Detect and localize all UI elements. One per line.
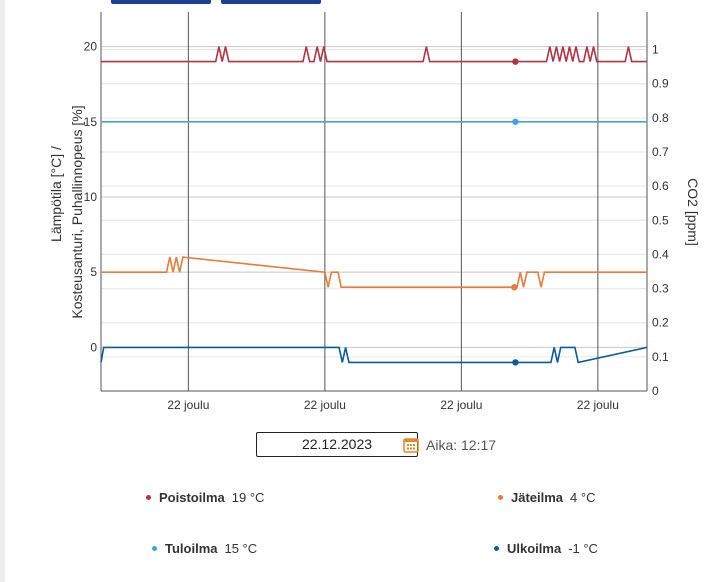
legend-name: Jäteilma xyxy=(511,490,564,505)
legend-name: Tuloilma xyxy=(165,541,218,556)
series-point-tuloilma xyxy=(512,118,519,125)
y2-tick-label: 0.6 xyxy=(652,179,669,193)
y-axis-title-line-1: Lämpötila [°C] / xyxy=(48,146,64,242)
series-line-jateilma xyxy=(101,256,647,289)
y-tick-label: 5 xyxy=(90,265,97,279)
legend-value: 19 °C xyxy=(231,490,265,505)
y2-tick-label: 0.7 xyxy=(652,145,669,159)
chart-series xyxy=(100,46,648,366)
y2-tick-label: 0 xyxy=(652,384,659,398)
series-point-poistoilma xyxy=(512,58,519,65)
series-point-jateilma xyxy=(511,284,518,291)
y2-tick-label: 0.5 xyxy=(652,213,669,227)
x-tick-label: 22 joulu xyxy=(304,398,346,412)
x-tick-label: 22 joulu xyxy=(167,398,209,412)
calendar-icon[interactable] xyxy=(403,437,419,453)
top-tab-button-left[interactable] xyxy=(111,0,211,4)
series-point-ulkoilma xyxy=(512,359,519,366)
y2-tick-label: 0.9 xyxy=(652,77,669,91)
y2-tick-label: 0.2 xyxy=(652,316,669,330)
y2-tick-label: 0.8 xyxy=(652,111,669,125)
top-tab-button-right[interactable] xyxy=(221,0,321,4)
legend-name: Poistoilma xyxy=(159,490,225,505)
y-tick-label: 15 xyxy=(84,115,98,129)
time-label: Aika: 12:17 xyxy=(426,437,497,453)
legend-dot-tuloilma xyxy=(152,546,157,552)
x-tick-label: 22 joulu xyxy=(440,398,482,412)
legend-dot-jateilma xyxy=(498,495,503,501)
legend-value: -1 °C xyxy=(568,541,598,556)
y-tick-label: 10 xyxy=(84,190,98,204)
legend-dot-ulkoilma xyxy=(494,546,499,552)
series-line-ulkoilma xyxy=(100,346,648,364)
y-tick-label: 0 xyxy=(90,340,97,354)
legend-item-poistoilma[interactable]: Poistoilma 19 °C xyxy=(146,490,264,505)
y-tick-label: 20 xyxy=(84,40,98,54)
y2-tick-label: 0.4 xyxy=(652,247,669,261)
line-chart: 0 5 10 15 20 0 0.1 0.2 0.3 0.4 0.5 0.6 0.7 0.8 0.9 1 22 … xyxy=(48,12,701,412)
date-input[interactable]: 22.12.2023 xyxy=(256,432,418,457)
legend-value: 15 °C xyxy=(224,541,258,556)
y2-axis-title: CO2 [ppm] xyxy=(685,178,701,246)
chart-grid xyxy=(101,12,647,392)
x-tick-label: 22 joulu xyxy=(577,398,619,412)
y2-tick-label: 0.1 xyxy=(652,350,669,364)
chart-axes: 0 5 10 15 20 0 0.1 0.2 0.3 0.4 0.5 0.6 0.7 0.8 0.9 1 22 … xyxy=(84,12,669,412)
y2-tick-label: 1 xyxy=(652,43,659,57)
left-border-strip xyxy=(0,0,5,582)
legend-value: 4 °C xyxy=(570,490,596,505)
y-axis-title-line-2: Kosteusanturi, Puhallinnopeus [%] xyxy=(69,105,85,318)
series-line-poistoilma xyxy=(101,46,647,63)
legend-item-tuloilma[interactable]: Tuloilma 15 °C xyxy=(152,541,257,556)
legend-item-ulkoilma[interactable]: Ulkoilma -1 °C xyxy=(494,541,598,556)
legend-name: Ulkoilma xyxy=(507,541,562,556)
y2-tick-label: 0.3 xyxy=(652,282,669,296)
legend-item-jateilma[interactable]: Jäteilma 4 °C xyxy=(498,490,595,505)
legend-dot-poistoilma xyxy=(146,495,151,501)
